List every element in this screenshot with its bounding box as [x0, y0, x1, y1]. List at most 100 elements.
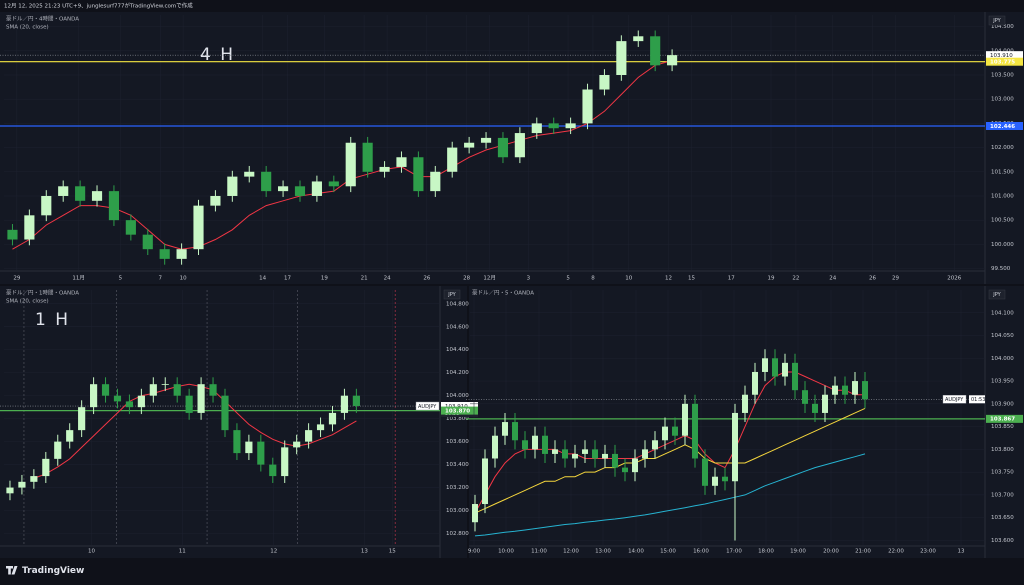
candle-body: [340, 395, 349, 413]
candle-body: [599, 75, 610, 90]
candle-body: [522, 440, 528, 450]
candle-body: [193, 205, 204, 250]
x-tick-label: 15: [688, 276, 695, 282]
y-tick-label: 104.050: [991, 333, 1014, 339]
x-tick-label: 17: [284, 276, 291, 282]
candle-body: [185, 395, 193, 413]
candle-body: [233, 430, 241, 454]
candle-body: [582, 89, 593, 124]
candle-body: [245, 441, 253, 454]
candle-body: [58, 186, 69, 196]
candle-body: [125, 220, 136, 235]
candle-body: [692, 403, 698, 459]
level-tag-label: 103.775: [990, 59, 1015, 65]
candle-body: [113, 395, 122, 402]
currency-box: [988, 289, 1006, 300]
x-tick-label: 19:00: [790, 549, 806, 555]
y-tick-label: 103.600: [446, 439, 469, 445]
x-tick-label: 10: [625, 276, 632, 282]
y-tick-label: 103.800: [991, 447, 1014, 453]
candle-body: [632, 458, 638, 473]
candle-body: [592, 449, 598, 459]
x-tick-label: 9:00: [468, 549, 481, 555]
y-tick-label: 104.500: [991, 24, 1014, 30]
currency-box: [443, 289, 461, 300]
y-tick-label: 100.500: [991, 218, 1014, 224]
candle-body: [176, 249, 187, 259]
candle-body: [281, 447, 289, 477]
candle-body: [482, 458, 488, 505]
candle-body: [552, 449, 558, 454]
candle-body: [832, 385, 838, 395]
candle-body: [430, 171, 441, 192]
y-tick-label: 103.950: [991, 379, 1014, 385]
x-tick-label: 12月: [483, 275, 496, 282]
x-tick-label: 13: [361, 549, 368, 555]
x-tick-label: 21: [361, 276, 368, 282]
price-tag: [441, 402, 478, 411]
y-tick-label: 104.200: [446, 370, 469, 376]
legend-sma: SMA (20, close): [6, 299, 49, 305]
candle-body: [732, 412, 738, 482]
candle-body: [159, 249, 170, 259]
panel-1h: [0, 286, 467, 558]
candle-body: [294, 186, 306, 196]
candle-body: [480, 137, 492, 143]
x-tick-label: 8: [591, 276, 595, 282]
price-tag: [986, 51, 1023, 60]
countdown: 01:53: [971, 397, 985, 403]
candle-body: [722, 476, 728, 482]
candle-body: [149, 384, 157, 396]
x-tick-label: 10:00: [498, 549, 514, 555]
candle-body: [101, 384, 110, 396]
candle-body: [227, 176, 238, 196]
symbol-label: AUDJPY: [418, 404, 437, 410]
candle-body: [90, 384, 98, 408]
candle-body: [472, 504, 478, 523]
x-tick-label: 7: [159, 276, 163, 282]
x-tick-label: 24: [384, 276, 391, 282]
x-tick-label: 17: [728, 276, 735, 282]
x-tick-label: 28: [463, 276, 470, 282]
x-tick-label: 12: [665, 276, 672, 282]
candle-body: [531, 123, 542, 134]
candle-body: [616, 41, 627, 75]
x-tick-label: 21:00: [855, 549, 871, 555]
candle-body: [6, 487, 14, 494]
legend-sma: SMA (20, close): [6, 25, 49, 31]
candle-body: [278, 186, 289, 192]
x-tick-label: 29: [13, 276, 20, 282]
chart-title: 豪ドル／円・4時間・OANDA: [6, 15, 79, 23]
candle-body: [762, 358, 768, 372]
candle-body: [316, 424, 325, 431]
candle-body: [328, 181, 339, 187]
y-tick-label: 103.700: [991, 492, 1014, 498]
candle-body: [633, 36, 644, 42]
x-tick-label: 24: [829, 276, 836, 282]
candle-body: [173, 384, 181, 396]
candle-body: [792, 362, 798, 391]
candle-body: [413, 157, 424, 192]
panel-4h: [0, 12, 1024, 284]
y-tick-label: 99.500: [991, 266, 1011, 272]
candle-body: [842, 385, 848, 395]
sma-line: [33, 383, 357, 479]
x-tick-label: 13:00: [595, 549, 611, 555]
candle-body: [514, 133, 525, 158]
candle-body: [137, 395, 145, 408]
y-tick-label: 100.000: [991, 242, 1014, 248]
candle-body: [532, 435, 538, 450]
candle-body: [209, 384, 217, 396]
x-tick-label: 12:00: [563, 549, 579, 555]
y-tick-label: 104.100: [991, 310, 1014, 316]
candle-body: [305, 430, 313, 442]
level-tag: [986, 122, 1023, 130]
timeframe-label: 4 H: [200, 45, 235, 65]
candle-body: [572, 453, 578, 459]
candle-body: [548, 123, 559, 129]
symbol-label: AUDJPY: [945, 397, 964, 403]
logo: [6, 566, 18, 575]
y-tick-label: 104.000: [446, 393, 469, 399]
candle-body: [345, 142, 356, 187]
y-tick-label: 104.000: [991, 356, 1014, 362]
